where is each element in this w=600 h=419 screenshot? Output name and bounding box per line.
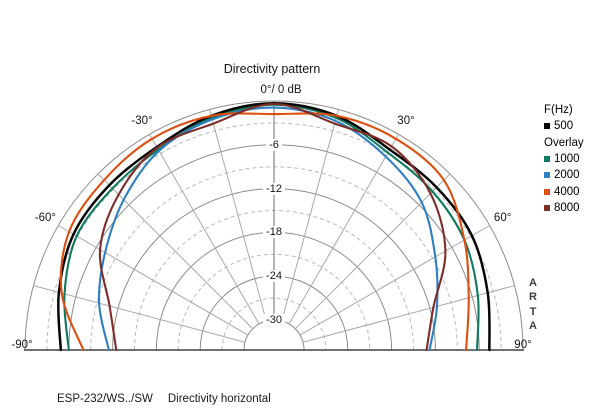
chart-caption: ESP-232/WS../SW Directivity horizontal bbox=[57, 393, 271, 405]
angle-label-60: 60° bbox=[493, 212, 512, 224]
angle-label-30: 30° bbox=[397, 115, 415, 128]
watermark-letter: A bbox=[529, 277, 537, 289]
radial-tick-label--18: -18 bbox=[263, 226, 285, 239]
curve-2000hz bbox=[97, 106, 439, 352]
curve-4000hz bbox=[59, 112, 470, 352]
grid-spoke bbox=[209, 109, 267, 321]
legend-item-500: 500 bbox=[544, 118, 584, 134]
legend-swatch-icon bbox=[544, 123, 550, 130]
legend-item-4000: 4000 bbox=[544, 183, 584, 199]
legend-heading-overlay: Overlay bbox=[544, 135, 584, 151]
grid-spoke bbox=[303, 285, 515, 343]
grid-spoke bbox=[149, 134, 260, 324]
grid-spoke bbox=[300, 225, 490, 336]
watermark-letter: A bbox=[529, 320, 537, 333]
legend-item-1000: 1000 bbox=[544, 151, 584, 167]
zero-degree-axis-label: 0°/ 0 dB bbox=[260, 84, 302, 96]
measurement-type-label: Directivity horizontal bbox=[167, 393, 271, 405]
grid-spoke bbox=[281, 109, 339, 321]
legend-swatch-icon bbox=[544, 172, 550, 179]
legend-heading-fhz: F(Hz) bbox=[544, 102, 584, 118]
legend-heading-text: Overlay bbox=[544, 136, 584, 149]
grid-spoke bbox=[97, 173, 253, 329]
legend-item-2000: 2000 bbox=[544, 167, 584, 183]
legend-heading-text: F(Hz) bbox=[544, 104, 573, 117]
angle-label--90: -90° bbox=[11, 339, 33, 351]
legend-swatch-icon bbox=[544, 204, 550, 211]
watermark-letter: T bbox=[529, 305, 537, 318]
legend-item-label: 2000 bbox=[554, 169, 580, 182]
legend-item-label: 1000 bbox=[554, 153, 580, 166]
watermark-letter: R bbox=[529, 291, 537, 304]
grid-spoke bbox=[295, 173, 451, 329]
radial-tick-label--24: -24 bbox=[263, 270, 285, 283]
radial-tick-label--6: -6 bbox=[266, 138, 282, 151]
angle-label--60: -60° bbox=[34, 212, 56, 224]
radial-tick-label--30: -30 bbox=[263, 314, 285, 326]
speaker-model-label: ESP-232/WS../SW bbox=[57, 393, 153, 405]
angle-label-90: 90° bbox=[514, 339, 532, 351]
legend-item-label: 8000 bbox=[554, 201, 580, 214]
chart-title: Directivity pattern bbox=[223, 62, 321, 76]
grid-spoke bbox=[33, 285, 245, 343]
legend-item-label: 4000 bbox=[554, 185, 580, 198]
legend-swatch-icon bbox=[544, 188, 550, 195]
legend-swatch-icon bbox=[544, 156, 550, 163]
grid-spoke bbox=[58, 225, 248, 336]
legend-item-label: 500 bbox=[554, 120, 574, 133]
grid-spoke bbox=[288, 134, 399, 324]
frequency-legend: F(Hz) 500 Overlay 1000 2000 4000 8000 bbox=[544, 102, 584, 216]
angle-label--30: -30° bbox=[131, 115, 153, 128]
legend-item-8000: 8000 bbox=[544, 200, 584, 216]
grid-circle-dashed bbox=[221, 297, 327, 351]
radial-tick-label--12: -12 bbox=[263, 182, 285, 195]
curve-8000hz bbox=[98, 102, 447, 352]
